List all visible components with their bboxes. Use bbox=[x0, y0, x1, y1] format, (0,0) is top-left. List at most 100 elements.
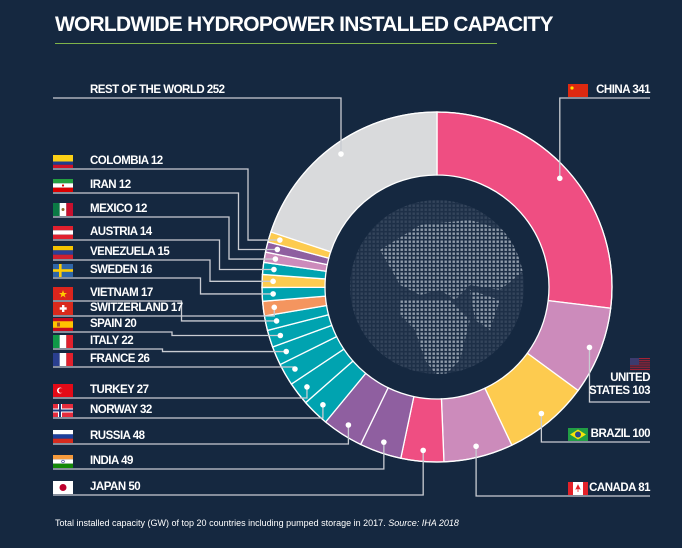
leader-line-turkey bbox=[53, 386, 308, 399]
label-name: VIETNAM bbox=[90, 287, 139, 299]
label-value: 341 bbox=[632, 84, 650, 96]
label-name: REST OF THE WORLD bbox=[90, 84, 205, 96]
leader-line-spain bbox=[53, 331, 281, 337]
footnote-text: Total installed capacity (GW) of top 20 … bbox=[55, 518, 389, 528]
label-italy: ITALY 22 bbox=[90, 335, 134, 348]
label-name: STATES bbox=[588, 385, 630, 397]
flag-japan-icon bbox=[53, 481, 73, 494]
flag-switzerland-icon bbox=[53, 302, 73, 315]
leader-dot-spain bbox=[277, 332, 284, 339]
label-name: FRANCE bbox=[90, 353, 135, 365]
label-name: IRAN bbox=[90, 179, 117, 191]
label-name: COLOMBIA bbox=[90, 155, 149, 167]
label-venezuela: VENEZUELA 15 bbox=[90, 246, 170, 259]
label-value: 16 bbox=[140, 264, 152, 276]
label-value: 17 bbox=[170, 302, 183, 314]
label-austria: AUSTRIA 14 bbox=[90, 226, 152, 239]
flag-austria-icon bbox=[53, 226, 73, 239]
label-value: 12 bbox=[135, 203, 147, 215]
label-name: NORWAY bbox=[90, 404, 138, 416]
flag-vietnam-icon bbox=[53, 287, 73, 300]
flag-venezuela-icon bbox=[53, 246, 73, 259]
chart-title: WORLDWIDE HYDROPOWER INSTALLED CAPACITY bbox=[55, 13, 553, 36]
label-colombia: COLOMBIA 12 bbox=[90, 155, 163, 168]
leader-dot-japan bbox=[420, 447, 426, 454]
label-brazil: BRAZIL 100 bbox=[590, 428, 651, 441]
label-sweden: SWEDEN 16 bbox=[90, 264, 152, 277]
leader-line-united-states bbox=[588, 347, 650, 403]
label-value: 100 bbox=[632, 428, 650, 440]
label-switzerland: SWITZERLAND 17 bbox=[90, 302, 183, 315]
label-value: 50 bbox=[128, 481, 141, 493]
leader-dot-russia bbox=[345, 422, 352, 428]
leader-line-sweden bbox=[53, 277, 274, 295]
label-name: INDIA bbox=[90, 455, 119, 467]
flag-usa-icon bbox=[630, 358, 650, 371]
label-value: 12 bbox=[150, 155, 163, 167]
label-vietnam: VIETNAM 17 bbox=[90, 287, 153, 300]
label-name: SWITZERLAND bbox=[90, 302, 169, 314]
leader-dot-india bbox=[381, 439, 387, 445]
label-name: TURKEY bbox=[90, 384, 135, 396]
flag-mexico-icon bbox=[53, 203, 73, 216]
label-name: JAPAN bbox=[90, 481, 126, 493]
leader-dot-china bbox=[556, 175, 563, 182]
label-value: 15 bbox=[157, 246, 170, 258]
label-russia: RUSSIA 48 bbox=[90, 430, 145, 443]
flag-russia-icon bbox=[53, 430, 73, 443]
leader-dot-norway bbox=[320, 402, 326, 408]
leader-dot-united-states bbox=[586, 344, 593, 351]
label-france: FRANCE 26 bbox=[90, 353, 150, 366]
label-spain: SPAIN 20 bbox=[90, 318, 137, 331]
label-united-states: UNITED STATES 103 bbox=[588, 372, 651, 398]
label-canada: CANADA 81 bbox=[589, 482, 650, 495]
label-name: AUSTRIA bbox=[90, 226, 138, 238]
leader-line-mexico bbox=[53, 216, 276, 260]
leader-line-norway bbox=[53, 404, 324, 419]
leader-line-russia bbox=[53, 425, 350, 445]
globe-image bbox=[350, 200, 524, 374]
flag-china-icon bbox=[568, 84, 588, 97]
leader-line-japan bbox=[53, 450, 424, 496]
label-value: 49 bbox=[121, 455, 133, 467]
leader-line-vietnam bbox=[53, 300, 277, 322]
label-value: 27 bbox=[136, 384, 149, 396]
flag-spain-icon bbox=[53, 318, 73, 331]
leader-line-rest-of-the-world bbox=[53, 97, 342, 155]
leader-line-india bbox=[53, 442, 385, 470]
flag-colombia-icon bbox=[53, 155, 73, 168]
leader-line-colombia bbox=[53, 168, 280, 241]
flag-turkey-icon bbox=[53, 384, 73, 397]
label-mexico: MEXICO 12 bbox=[90, 203, 147, 216]
label-turkey: TURKEY 27 bbox=[90, 384, 149, 397]
flag-italy-icon bbox=[53, 335, 73, 348]
label-name: CANADA bbox=[589, 482, 636, 494]
donut-outline bbox=[261, 111, 613, 463]
leader-dot-turkey bbox=[304, 384, 310, 390]
leader-dot-colombia bbox=[277, 237, 283, 243]
leader-dot-austria bbox=[271, 266, 277, 273]
title-underline bbox=[55, 43, 497, 44]
leader-dot-sweden bbox=[270, 291, 276, 297]
label-value: 12 bbox=[118, 179, 131, 191]
label-value: 22 bbox=[121, 335, 134, 347]
leader-line-china bbox=[559, 97, 650, 179]
footnote-source: Source: IHA 2018 bbox=[388, 518, 459, 528]
label-value: 103 bbox=[632, 385, 650, 397]
label-name: RUSSIA bbox=[90, 430, 131, 442]
leader-dot-rest-of-the-world bbox=[338, 151, 344, 157]
label-name: BRAZIL bbox=[590, 428, 630, 440]
leader-dot-vietnam bbox=[273, 318, 280, 324]
flag-brazil-icon bbox=[568, 428, 588, 441]
label-value: 20 bbox=[124, 318, 137, 330]
leader-dot-canada bbox=[473, 443, 479, 450]
label-japan: JAPAN 50 bbox=[90, 481, 141, 494]
label-value: 252 bbox=[206, 84, 225, 96]
label-value: 14 bbox=[139, 226, 152, 238]
label-name: UNITED bbox=[610, 372, 650, 384]
leader-dot-france bbox=[292, 366, 298, 372]
leader-line-brazil bbox=[540, 413, 650, 443]
label-name: CHINA bbox=[596, 84, 630, 96]
label-name: MEXICO bbox=[90, 203, 133, 215]
label-value: 32 bbox=[139, 404, 152, 416]
